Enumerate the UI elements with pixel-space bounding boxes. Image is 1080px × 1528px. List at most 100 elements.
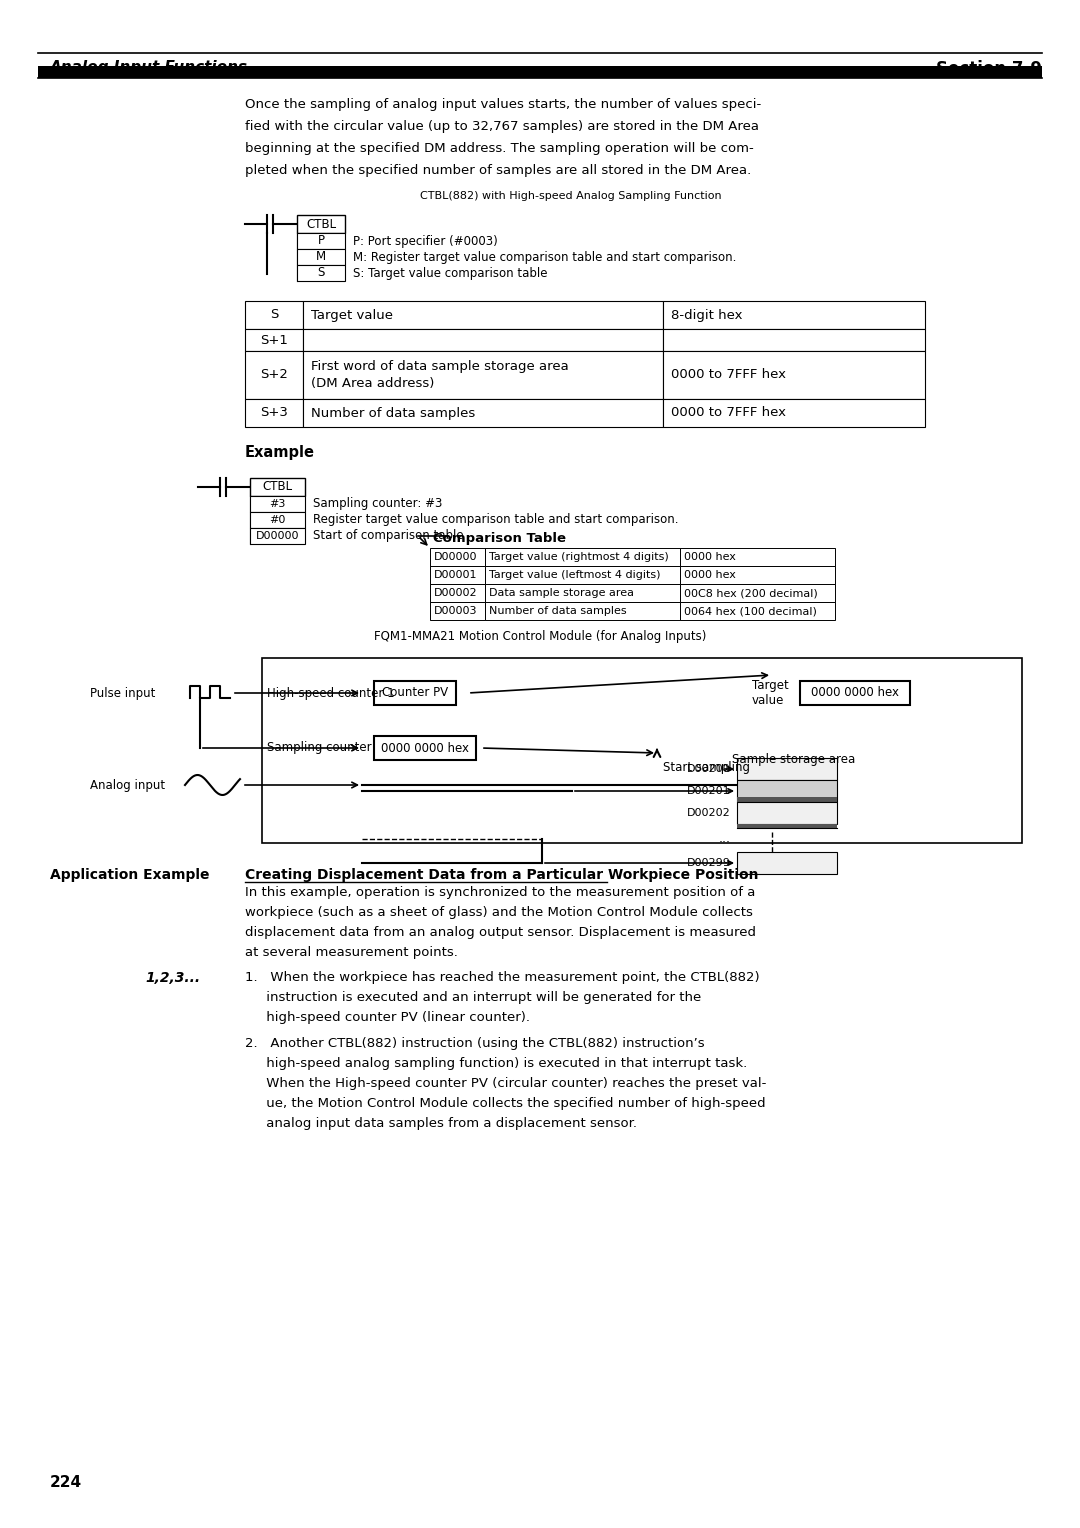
Text: Analog input: Analog input <box>90 778 165 792</box>
Bar <box>680 584 835 602</box>
Text: at several measurement points.: at several measurement points. <box>245 946 458 960</box>
Text: Start of comparison table: Start of comparison table <box>313 530 463 542</box>
Bar <box>374 736 476 759</box>
Text: S: Target value comparison table: S: Target value comparison table <box>353 266 548 280</box>
Text: instruction is executed and an interrupt will be generated for the: instruction is executed and an interrupt… <box>245 992 701 1004</box>
Bar <box>737 798 837 802</box>
Text: 0000 0000 hex: 0000 0000 hex <box>381 741 469 755</box>
Text: 1.   When the workpiece has reached the measurement point, the CTBL(882): 1. When the workpiece has reached the me… <box>245 970 759 984</box>
Bar <box>374 681 456 704</box>
Text: Sampling counter: Sampling counter <box>267 741 372 755</box>
Text: Number of data samples: Number of data samples <box>311 406 475 420</box>
Text: P: Port specifier (#0003): P: Port specifier (#0003) <box>353 234 498 248</box>
Text: Pulse input: Pulse input <box>90 686 156 700</box>
Text: Creating Displacement Data from a Particular Workpiece Position: Creating Displacement Data from a Partic… <box>245 868 758 882</box>
Text: high-speed counter PV (linear counter).: high-speed counter PV (linear counter). <box>245 1012 530 1024</box>
Text: Data sample storage area: Data sample storage area <box>489 588 634 597</box>
Bar <box>297 232 345 249</box>
Text: S: S <box>270 309 279 321</box>
Text: Target value (rightmost 4 digits): Target value (rightmost 4 digits) <box>489 552 669 562</box>
Text: When the High-speed counter PV (circular counter) reaches the preset val-: When the High-speed counter PV (circular… <box>245 1077 767 1089</box>
Bar <box>680 602 835 620</box>
Bar <box>663 301 924 329</box>
Text: M: M <box>316 251 326 263</box>
Bar <box>430 549 485 565</box>
Text: High-speed counter 1: High-speed counter 1 <box>267 686 394 700</box>
Bar <box>297 264 345 281</box>
Text: workpiece (such as a sheet of glass) and the Motion Control Module collects: workpiece (such as a sheet of glass) and… <box>245 906 753 918</box>
Bar <box>245 301 303 329</box>
Bar <box>297 249 345 264</box>
Text: CTBL: CTBL <box>262 480 293 494</box>
Bar <box>245 399 303 426</box>
Text: D00001: D00001 <box>434 570 477 581</box>
Text: Section 7-9: Section 7-9 <box>936 60 1042 78</box>
Bar <box>485 584 680 602</box>
Text: D00003: D00003 <box>434 607 477 616</box>
Text: ue, the Motion Control Module collects the specified number of high-speed: ue, the Motion Control Module collects t… <box>245 1097 766 1109</box>
Text: Target value: Target value <box>311 309 393 321</box>
Bar <box>800 681 910 704</box>
Text: M: Register target value comparison table and start comparison.: M: Register target value comparison tabl… <box>353 251 737 263</box>
Text: 8-digit hex: 8-digit hex <box>671 309 743 321</box>
Text: 0000 0000 hex: 0000 0000 hex <box>811 686 899 700</box>
Text: 00C8 hex (200 decimal): 00C8 hex (200 decimal) <box>684 588 818 597</box>
Bar <box>245 351 303 399</box>
Text: 2.   Another CTBL(882) instruction (using the CTBL(882) instruction’s: 2. Another CTBL(882) instruction (using … <box>245 1038 704 1050</box>
Text: Register target value comparison table and start comparison.: Register target value comparison table a… <box>313 513 678 527</box>
Text: Number of data samples: Number of data samples <box>489 607 626 616</box>
Bar <box>303 329 663 351</box>
Text: S: S <box>318 266 325 280</box>
Text: #0: #0 <box>269 515 286 526</box>
Text: In this example, operation is synchronized to the measurement position of a: In this example, operation is synchroniz… <box>245 886 755 898</box>
Text: Example: Example <box>245 445 315 460</box>
Text: Once the sampling of analog input values starts, the number of values speci-: Once the sampling of analog input values… <box>245 98 761 112</box>
Text: 1,2,3...: 1,2,3... <box>145 970 200 986</box>
Text: Counter PV: Counter PV <box>382 686 448 700</box>
Bar <box>663 351 924 399</box>
Text: D00202: D00202 <box>687 808 731 817</box>
Text: 0000 to 7FFF hex: 0000 to 7FFF hex <box>671 368 786 382</box>
Text: displacement data from an analog output sensor. Displacement is measured: displacement data from an analog output … <box>245 926 756 940</box>
Text: beginning at the specified DM address. The sampling operation will be com-: beginning at the specified DM address. T… <box>245 142 754 154</box>
Bar <box>663 399 924 426</box>
Bar <box>303 351 663 399</box>
Text: Application Example: Application Example <box>50 868 210 882</box>
Text: D00299: D00299 <box>687 859 731 868</box>
Bar <box>737 779 837 802</box>
Text: 0000 hex: 0000 hex <box>684 570 735 581</box>
Bar <box>297 215 345 232</box>
Bar <box>249 529 305 544</box>
Text: fied with the circular value (up to 32,767 samples) are stored in the DM Area: fied with the circular value (up to 32,7… <box>245 121 759 133</box>
Text: high-speed analog sampling function) is executed in that interrupt task.: high-speed analog sampling function) is … <box>245 1057 747 1070</box>
Bar <box>737 824 837 828</box>
Text: S+2: S+2 <box>260 368 288 382</box>
Bar <box>737 802 837 824</box>
Bar <box>245 329 303 351</box>
Bar <box>485 602 680 620</box>
Text: value: value <box>752 694 784 706</box>
Bar <box>249 512 305 529</box>
Text: Target: Target <box>752 680 788 692</box>
Text: D00201: D00201 <box>687 785 731 796</box>
Text: pleted when the specified number of samples are all stored in the DM Area.: pleted when the specified number of samp… <box>245 163 752 177</box>
Bar <box>249 497 305 512</box>
Text: S+1: S+1 <box>260 333 288 347</box>
Bar <box>249 478 305 497</box>
Text: (DM Area address): (DM Area address) <box>311 377 434 390</box>
Text: analog input data samples from a displacement sensor.: analog input data samples from a displac… <box>245 1117 637 1131</box>
Text: CTBL: CTBL <box>306 217 336 231</box>
Text: CTBL(882) with High-speed Analog Sampling Function: CTBL(882) with High-speed Analog Samplin… <box>420 191 721 202</box>
Text: Sampling counter: #3: Sampling counter: #3 <box>313 498 443 510</box>
Text: Sample storage area: Sample storage area <box>732 753 855 766</box>
Bar <box>262 659 1022 843</box>
Text: 0000 to 7FFF hex: 0000 to 7FFF hex <box>671 406 786 420</box>
Text: Target value (leftmost 4 digits): Target value (leftmost 4 digits) <box>489 570 661 581</box>
Text: D00000: D00000 <box>256 532 299 541</box>
Bar <box>737 853 837 874</box>
Text: D00200: D00200 <box>687 764 731 775</box>
Text: P: P <box>318 234 324 248</box>
Bar <box>737 758 837 779</box>
Text: 224: 224 <box>50 1475 82 1490</box>
Text: D00000: D00000 <box>434 552 477 562</box>
